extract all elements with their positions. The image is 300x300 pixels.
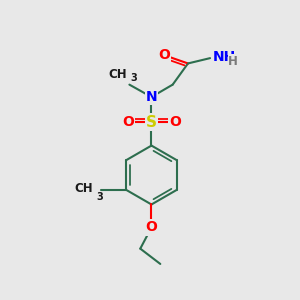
Text: 3: 3 [96, 192, 103, 202]
Text: H: H [228, 55, 238, 68]
Text: CH: CH [74, 182, 93, 195]
Text: S: S [146, 115, 157, 130]
Text: O: O [146, 220, 158, 234]
Text: O: O [158, 48, 170, 62]
Text: O: O [169, 115, 181, 129]
Text: 3: 3 [131, 73, 138, 83]
Text: NH: NH [213, 50, 236, 64]
Text: CH: CH [108, 68, 127, 81]
Text: O: O [122, 115, 134, 129]
Text: N: N [146, 90, 157, 104]
